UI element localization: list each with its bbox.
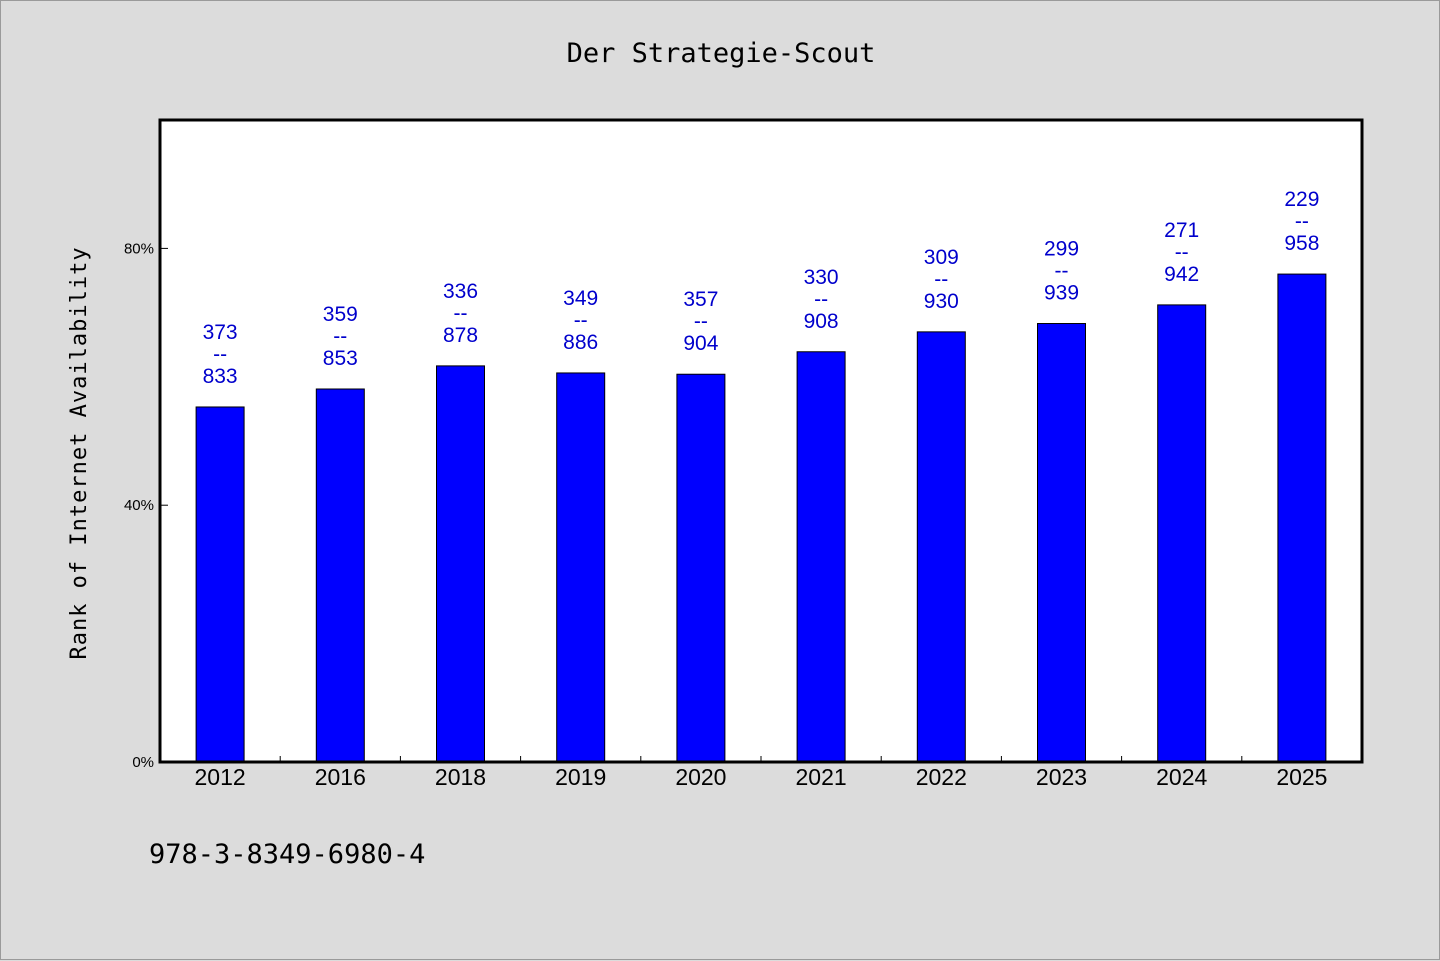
x-tick-label: 2019	[555, 764, 606, 790]
bar-label-bottom: 930	[924, 290, 959, 313]
bar-2012	[195, 406, 245, 763]
bar-2025	[1277, 273, 1327, 763]
bar-label-bottom: 878	[443, 324, 478, 347]
y-tick-label: 40%	[124, 497, 154, 514]
x-tick-labels: 2012 2016 2018 2019 2020 2021 2022 2023 2024 2025	[195, 764, 1328, 790]
x-tick-label: 2018	[435, 764, 486, 790]
plot-border	[158, 118, 1364, 764]
bar-label-separator: --	[333, 325, 347, 348]
y-tick-labels: 0% 40% 80%	[124, 240, 154, 771]
bar-label-separator: --	[1175, 241, 1189, 264]
bar-label-top: 299	[1044, 238, 1079, 261]
x-tick-label: 2020	[675, 764, 726, 790]
bar-label-separator: --	[1055, 260, 1069, 283]
bar-label-bottom: 904	[683, 332, 718, 355]
bar-label-separator: --	[814, 288, 828, 311]
y-tick-label: 80%	[124, 240, 154, 257]
bar-2019	[556, 372, 606, 763]
bars	[195, 273, 1327, 763]
bar-label-top: 229	[1284, 188, 1319, 211]
bar-label-top: 309	[924, 246, 959, 269]
bar-2023	[1037, 323, 1086, 763]
bar-2020	[676, 373, 726, 763]
bar-label-separator: --	[574, 309, 588, 332]
bar-label-top: 349	[563, 287, 598, 310]
x-tick-label: 2024	[1156, 764, 1207, 790]
y-tick-label: 0%	[132, 754, 154, 771]
x-tick-label: 2025	[1276, 764, 1327, 790]
x-tick-label: 2022	[916, 764, 967, 790]
bar-2022	[916, 331, 966, 763]
bar-label-separator: --	[934, 268, 948, 291]
bar-label-top: 336	[443, 280, 478, 303]
x-tick-label: 2012	[195, 764, 246, 790]
bar-2016	[315, 388, 365, 763]
bar-label-separator: --	[1295, 210, 1309, 233]
bar-2018	[436, 365, 485, 763]
bar-label-bottom: 958	[1284, 232, 1319, 255]
bar-label-bottom: 908	[804, 310, 839, 333]
chart-title: Der Strategie-Scout	[567, 38, 876, 69]
bar-2024	[1157, 304, 1207, 763]
bar-2021	[796, 351, 846, 763]
y-axis-label: Rank of Internet Availability	[67, 246, 92, 659]
footnote-isbn: 978-3-8349-6980-4	[149, 839, 425, 870]
bar-label-separator: --	[213, 343, 227, 366]
bar-label-bottom: 853	[323, 347, 358, 370]
bar-label-top: 330	[804, 266, 839, 289]
x-tick-label: 2023	[1036, 764, 1087, 790]
data-labels: 373--833359--853336--878349--886357--904…	[203, 188, 1320, 388]
bar-label-top: 357	[683, 288, 718, 311]
bar-label-bottom: 833	[203, 365, 238, 388]
bar-label-bottom: 942	[1164, 263, 1199, 286]
bar-label-top: 271	[1164, 219, 1199, 242]
bar-label-top: 359	[323, 303, 358, 326]
bar-label-separator: --	[454, 302, 468, 325]
x-tick-label: 2021	[796, 764, 847, 790]
bar-label-top: 373	[203, 321, 238, 344]
bar-label-bottom: 886	[563, 331, 598, 354]
x-tick-label: 2016	[315, 764, 366, 790]
bar-label-bottom: 939	[1044, 282, 1079, 305]
bar-label-separator: --	[694, 310, 708, 333]
